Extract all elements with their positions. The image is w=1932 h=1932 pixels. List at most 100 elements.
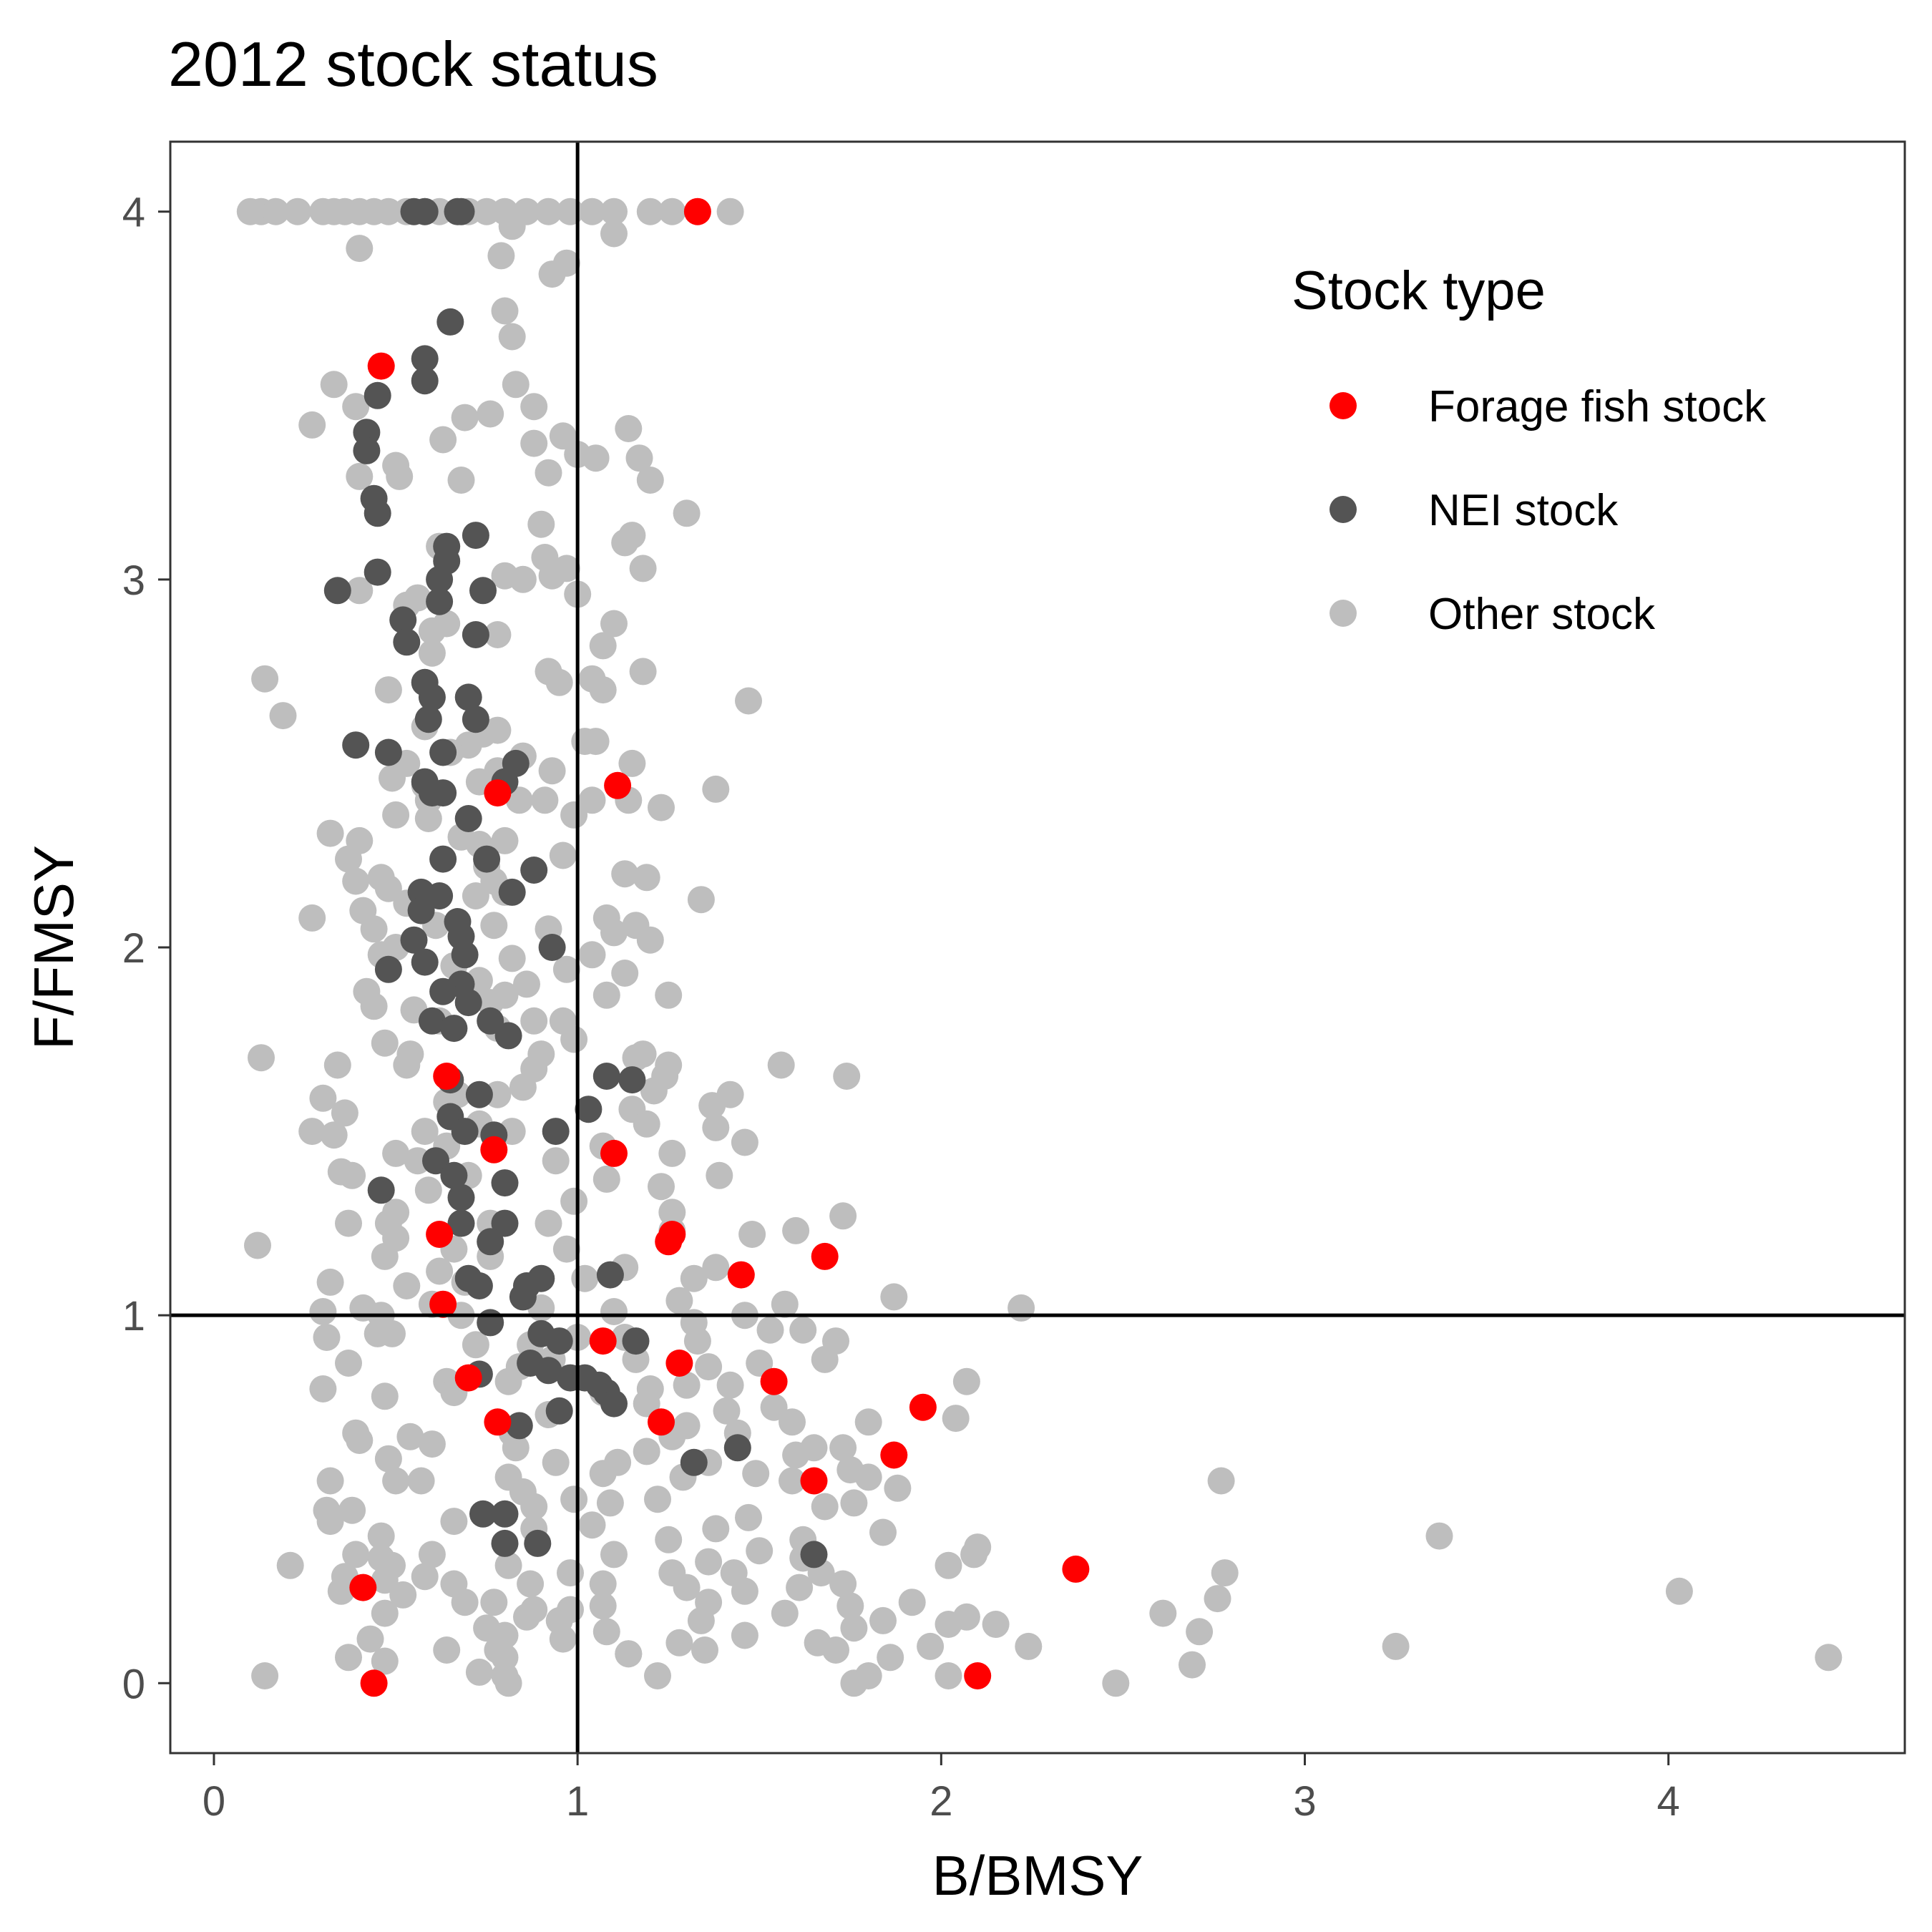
data-point bbox=[633, 864, 660, 892]
data-point bbox=[418, 1430, 446, 1458]
data-point bbox=[494, 1551, 522, 1579]
data-point bbox=[338, 1161, 366, 1189]
data-point bbox=[440, 1508, 468, 1536]
data-point bbox=[600, 919, 628, 947]
data-point bbox=[836, 1592, 864, 1620]
data-point bbox=[298, 1118, 326, 1146]
data-point bbox=[779, 1467, 806, 1495]
data-point bbox=[633, 1110, 660, 1138]
data-point bbox=[596, 1261, 624, 1289]
data-point bbox=[552, 955, 580, 983]
data-point bbox=[393, 628, 421, 656]
data-point bbox=[484, 779, 512, 807]
y-tick-label: 3 bbox=[122, 557, 145, 604]
data-point bbox=[447, 467, 475, 494]
data-point bbox=[465, 1080, 493, 1108]
data-point bbox=[982, 1611, 1010, 1638]
data-point bbox=[600, 610, 628, 638]
data-point bbox=[636, 197, 664, 225]
data-point bbox=[727, 1261, 755, 1289]
data-point bbox=[269, 702, 297, 730]
data-point bbox=[338, 1496, 366, 1524]
data-point bbox=[811, 1345, 839, 1373]
y-axis-label: F/FMSY bbox=[22, 845, 85, 1050]
data-point bbox=[433, 1636, 461, 1664]
data-point bbox=[414, 1176, 442, 1204]
data-point bbox=[648, 794, 675, 821]
data-point bbox=[746, 1350, 774, 1377]
data-point bbox=[451, 1589, 479, 1616]
data-point bbox=[1815, 1644, 1843, 1672]
data-point bbox=[367, 1176, 395, 1204]
data-point bbox=[1149, 1599, 1177, 1627]
data-point bbox=[683, 197, 711, 225]
data-point bbox=[578, 786, 606, 814]
data-point bbox=[1211, 1559, 1239, 1587]
data-point bbox=[379, 1319, 406, 1347]
data-point bbox=[1179, 1651, 1206, 1679]
data-point bbox=[702, 775, 730, 803]
data-point bbox=[538, 757, 566, 785]
data-point bbox=[451, 404, 479, 431]
data-points bbox=[236, 197, 1843, 1697]
data-point bbox=[426, 882, 454, 909]
data-point bbox=[702, 1113, 730, 1141]
data-point bbox=[346, 577, 374, 605]
data-point bbox=[462, 882, 489, 909]
data-point bbox=[578, 1511, 606, 1539]
data-point bbox=[451, 941, 479, 969]
data-point bbox=[665, 1287, 693, 1314]
data-point bbox=[877, 1644, 904, 1672]
data-point bbox=[407, 1467, 435, 1495]
data-point bbox=[494, 1022, 522, 1050]
data-point bbox=[465, 1272, 493, 1299]
data-point bbox=[655, 1228, 683, 1256]
data-point bbox=[589, 676, 617, 704]
data-point bbox=[549, 422, 577, 450]
data-point bbox=[454, 989, 482, 1017]
data-point bbox=[320, 1121, 348, 1149]
data-point bbox=[600, 1541, 628, 1568]
data-point bbox=[840, 1614, 868, 1642]
x-tick-label: 3 bbox=[1293, 1778, 1316, 1825]
data-point bbox=[615, 1640, 643, 1668]
data-point bbox=[244, 1231, 271, 1259]
y-tick-label: 2 bbox=[122, 925, 145, 972]
data-point bbox=[353, 436, 381, 464]
data-point bbox=[1186, 1618, 1214, 1646]
data-point bbox=[382, 1139, 410, 1167]
data-point bbox=[454, 683, 482, 711]
data-point bbox=[309, 1375, 337, 1402]
data-point bbox=[360, 1669, 388, 1697]
data-point bbox=[313, 1324, 341, 1351]
data-point bbox=[782, 1441, 810, 1469]
data-point bbox=[869, 1518, 897, 1546]
data-point bbox=[509, 1073, 537, 1101]
data-point bbox=[960, 1541, 988, 1568]
data-point bbox=[1015, 1632, 1043, 1660]
legend-key-nei bbox=[1330, 496, 1357, 523]
data-point bbox=[371, 1382, 399, 1410]
data-point bbox=[1425, 1522, 1453, 1550]
y-tick-label: 0 bbox=[122, 1661, 145, 1707]
data-point bbox=[589, 1460, 617, 1488]
data-point bbox=[786, 1574, 814, 1601]
data-point bbox=[604, 771, 632, 799]
data-point bbox=[477, 400, 504, 428]
data-point bbox=[509, 1283, 537, 1311]
data-point bbox=[494, 1367, 522, 1395]
data-point bbox=[771, 1290, 799, 1318]
data-point bbox=[454, 1364, 482, 1392]
data-point bbox=[320, 371, 348, 399]
data-point bbox=[582, 728, 610, 756]
data-point bbox=[640, 1077, 668, 1105]
data-point bbox=[636, 926, 664, 954]
data-point bbox=[462, 706, 489, 733]
data-point bbox=[735, 687, 762, 715]
data-point bbox=[738, 1221, 766, 1248]
data-point bbox=[1102, 1669, 1130, 1697]
data-point bbox=[829, 1202, 857, 1230]
data-point bbox=[644, 1485, 671, 1513]
data-point bbox=[309, 1084, 337, 1112]
data-point bbox=[549, 1625, 577, 1653]
